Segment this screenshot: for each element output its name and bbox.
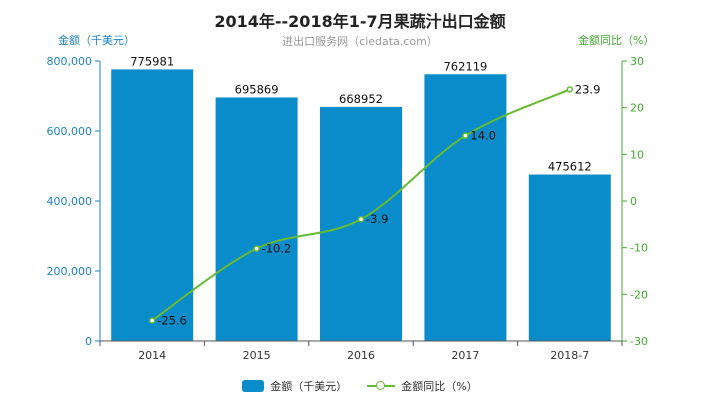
y-tick-label-right: -30 bbox=[630, 335, 648, 348]
bar bbox=[528, 174, 611, 341]
yoy-data-label: -10.2 bbox=[262, 242, 292, 256]
legend-item-amount[interactable]: 金额（千美元） bbox=[242, 378, 347, 394]
y-tick-label-right: -10 bbox=[630, 242, 648, 255]
y-tick-label-left: 400,000 bbox=[47, 195, 93, 208]
y-tick-label-right: 30 bbox=[630, 55, 644, 68]
yoy-point bbox=[357, 215, 365, 223]
yoy-point bbox=[462, 132, 469, 139]
legend-item-yoy[interactable]: 金额同比（%） bbox=[367, 378, 478, 394]
legend-bar-swatch bbox=[242, 380, 265, 392]
legend: 金额（千美元） 金额同比（%） bbox=[0, 378, 720, 394]
bar bbox=[215, 97, 298, 341]
yoy-point bbox=[253, 245, 260, 252]
bar-data-label: 668952 bbox=[339, 92, 383, 106]
bar-data-label: 775981 bbox=[130, 54, 174, 68]
legend-line-swatch bbox=[367, 380, 396, 392]
x-tick-label: 2015 bbox=[243, 349, 271, 362]
y-tick-label-left: 600,000 bbox=[47, 125, 93, 138]
bar bbox=[320, 106, 402, 342]
y-tick-label-left: 800,000 bbox=[47, 55, 93, 68]
y-tick-label-right: 0 bbox=[630, 195, 637, 208]
bar bbox=[111, 69, 194, 341]
bar-data-label: 762119 bbox=[443, 59, 487, 73]
bar bbox=[424, 74, 507, 341]
yoy-data-label: 14.0 bbox=[470, 129, 496, 143]
y-axis-left-label: 金额（千美元） bbox=[58, 34, 135, 47]
y-tick-label-right: 20 bbox=[630, 102, 644, 115]
x-tick-label: 2017 bbox=[451, 349, 479, 362]
yoy-data-label: -3.9 bbox=[366, 212, 388, 226]
x-tick-label: 2014 bbox=[138, 349, 166, 362]
y-tick-label-left: 0 bbox=[85, 335, 92, 348]
y-tick-label-left: 200,000 bbox=[47, 265, 93, 278]
chart-title: 2014年--2018年1-7月果蔬汁出口金额 bbox=[214, 12, 506, 31]
x-tick-label: 2018-7 bbox=[550, 349, 589, 362]
legend-label-amount: 金额（千美元） bbox=[270, 380, 348, 393]
bar-data-label: 475612 bbox=[548, 160, 592, 174]
yoy-data-label: -25.6 bbox=[157, 313, 187, 327]
y-tick-label-right: -20 bbox=[630, 288, 648, 301]
y-tick-label-right: 10 bbox=[630, 148, 644, 161]
x-tick-label: 2016 bbox=[347, 349, 375, 362]
chart-subtitle: 进出口服务网（ciedata.com） bbox=[282, 35, 438, 48]
y-axis-right-label: 金额同比（%） bbox=[578, 34, 655, 47]
legend-label-yoy: 金额同比（%） bbox=[401, 380, 478, 393]
yoy-data-label: 23.9 bbox=[575, 82, 601, 96]
yoy-point bbox=[148, 317, 156, 324]
bar-data-label: 695869 bbox=[235, 82, 279, 96]
yoy-point bbox=[566, 86, 574, 93]
